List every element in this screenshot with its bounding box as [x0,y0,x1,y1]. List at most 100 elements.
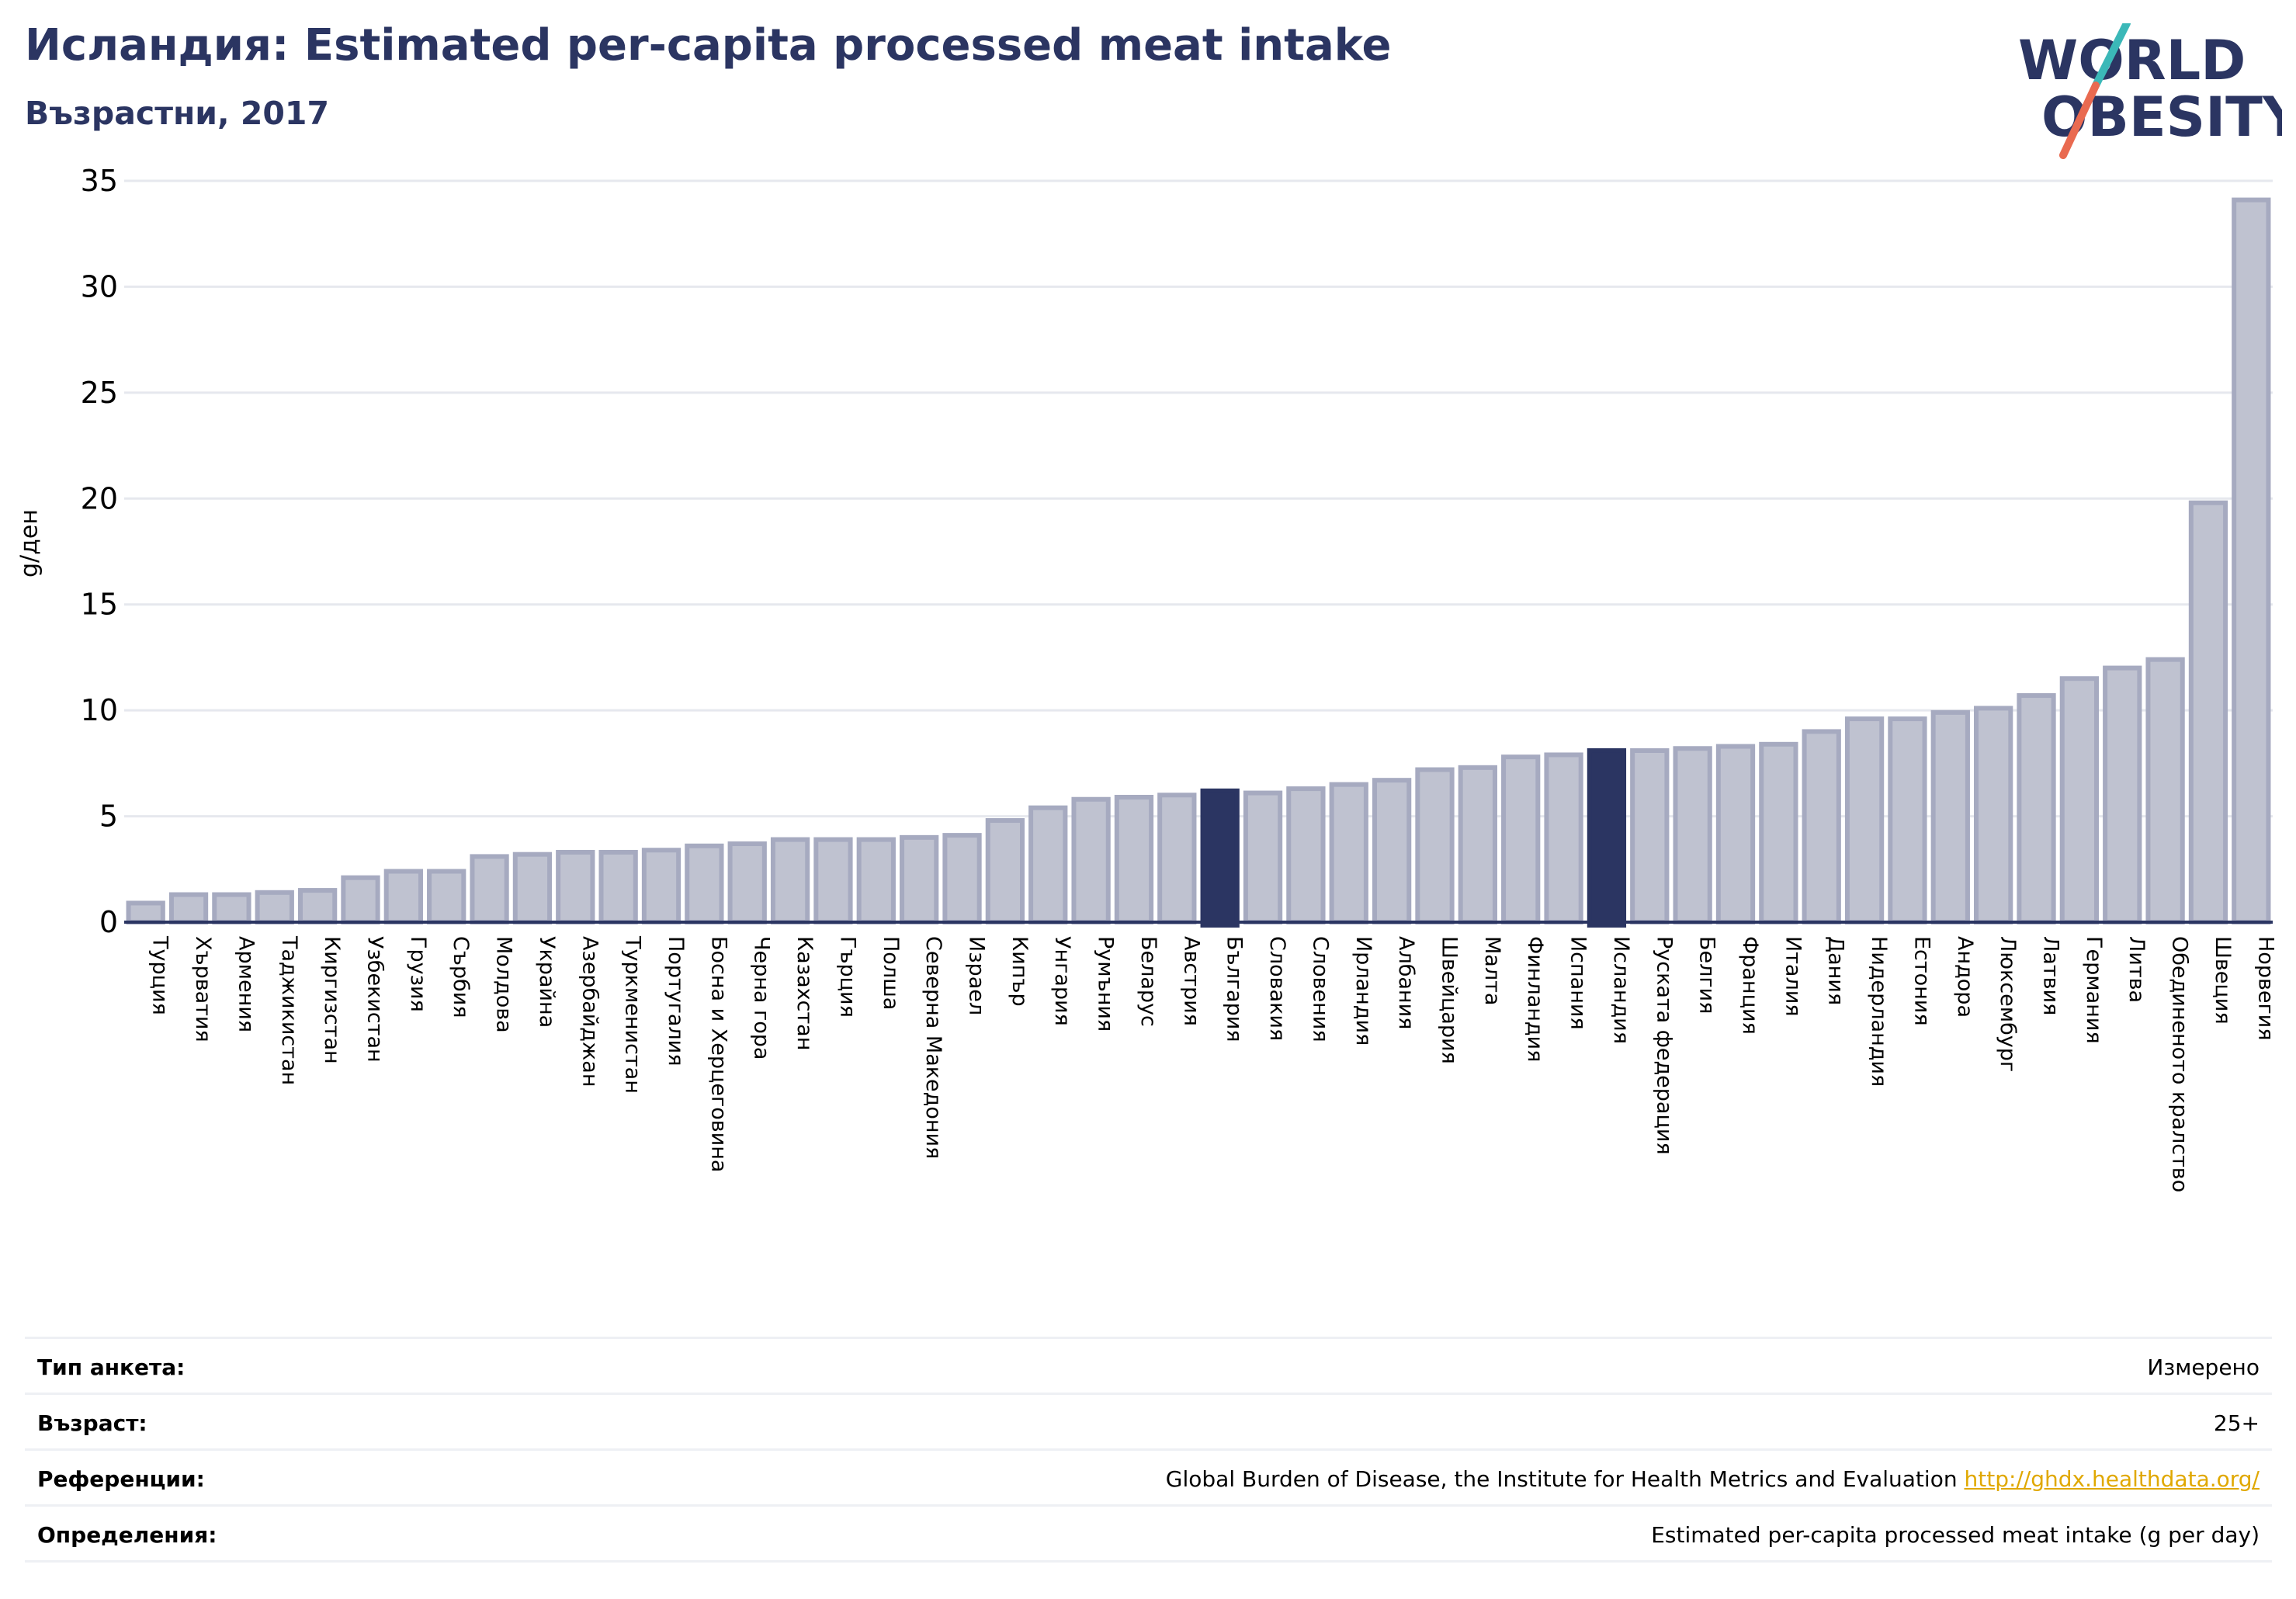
x-tick-label: Беларус [1136,936,1160,1027]
bar [556,849,595,925]
axes: 0 5 10 15 20 25 30 35 [81,164,2273,939]
bar [341,875,380,924]
x-tick-label: Полша [879,936,903,1010]
x-tick-label: Армения [234,936,258,1032]
references-label: Референции: [37,1466,205,1492]
bar [1028,805,1068,924]
x-tick-label: Нидерландия [1867,936,1891,1087]
y-tick-label: 25 [81,376,118,410]
world-obesity-logo: WORLD OBESITY [2018,23,2282,159]
x-tick-label: Румъния [1094,936,1118,1032]
category-labels: Турция Хърватия Армения Таджикистан Киргизст… [148,935,2278,1192]
x-tick-label: Туркменистан [621,935,645,1094]
x-tick-label: Кипър [1008,936,1032,1007]
bar [1888,716,1927,924]
x-tick-label: Норвегия [2253,936,2277,1040]
footer-row-references: Референции: Global Burden of Disease, th… [25,1448,2272,1505]
bar [1458,765,1497,924]
bar [1759,741,1798,924]
x-tick-label: Дания [1824,936,1848,1005]
x-tick-label: Литва [2124,936,2149,1003]
x-tick-label: Израел [965,936,989,1015]
bar [512,852,553,924]
x-tick-label: Молдова [492,936,516,1033]
bar [1114,795,1154,924]
bar [1715,744,1756,924]
bar [1630,747,1670,924]
y-tick-label: 30 [81,269,118,303]
bar [1544,752,1583,925]
bar [2103,665,2142,924]
x-tick-label: Испания [1566,936,1590,1030]
x-tick-label: Италия [1781,936,1805,1017]
bar [255,890,294,925]
x-tick-label: Германия [2082,936,2106,1044]
bar [813,837,853,924]
definitions-value: Estimated per-capita processed meat inta… [1651,1522,2260,1548]
bar [1974,706,2013,925]
y-tick-label: 15 [81,588,118,622]
references-text: Global Burden of Disease, the Institute … [1165,1466,1958,1492]
bar [1844,716,1885,924]
x-tick-label: Естония [1909,936,1934,1026]
bar [383,869,423,924]
references-value: Global Burden of Disease, the Institute … [1166,1466,2260,1492]
survey-type-label: Тип анкета: [37,1354,186,1380]
bar [1802,729,1841,925]
bar [470,854,509,925]
bar [1071,796,1111,924]
x-tick-label: Черна гора [750,936,774,1060]
x-tick-label: Унгария [1050,936,1074,1026]
definitions-label: Определения: [37,1522,217,1548]
y-tick-label: 5 [99,800,118,834]
y-tick-label: 20 [81,481,118,515]
bar [2232,197,2271,924]
bar [168,892,209,924]
x-tick-label: Швеция [2211,936,2235,1025]
footer-bottom-rule [25,1560,2272,1563]
y-tick-label: 0 [99,905,118,939]
bar [1930,709,1970,924]
bar [212,892,251,924]
bar [942,833,982,924]
bar [770,837,810,924]
bar [900,834,939,925]
survey-type-value: Измерено [2147,1354,2260,1380]
x-tick-label: Северна Македония [921,936,945,1159]
bar [1286,786,1326,924]
y-tick-label: 10 [81,693,118,727]
bar [2059,676,2100,924]
x-tick-label: Сърбия [449,936,473,1018]
x-tick-label: Ирландия [1351,936,1375,1046]
x-tick-label: Исландия [1609,936,1633,1044]
x-tick-label: Киргизстан [320,936,344,1064]
x-tick-label: Люксембург [1996,936,2020,1072]
x-tick-label: Украйна [535,936,559,1028]
bar [1501,754,1541,925]
x-tick-label: България [1223,936,1247,1042]
x-tick-label: Малта [1480,936,1504,1005]
footer-row-definitions: Определения: Estimated per-capita proces… [25,1504,2272,1561]
chart-title: Исландия: Estimated per-capita processed… [25,20,1392,71]
logo-slash-red [2059,82,2100,159]
x-tick-label: Руската федерация [1652,936,1676,1155]
references-link[interactable]: http://ghdx.healthdata.org/ [1964,1466,2260,1492]
x-tick-label: Гърция [835,936,859,1018]
logo-line-1: WORLD [2018,29,2246,92]
x-tick-label: Таджикистан [277,935,301,1085]
x-tick-label: Албания [1394,936,1418,1029]
bar [2017,693,2056,924]
x-tick-label: Турция [148,935,172,1015]
x-tick-label: Андора [1953,936,1977,1018]
x-tick-label: Словения [1308,936,1332,1042]
bar [297,888,338,924]
bar-highlight [1200,788,1240,928]
bar [685,843,724,925]
x-tick-label: Хърватия [191,936,215,1042]
age-value: 25+ [2213,1410,2260,1436]
footer-row-age: Възраст: 25+ [25,1393,2272,1449]
x-tick-label: Швейцария [1437,936,1461,1064]
x-tick-label: Обединеното кралство [2168,936,2192,1192]
bar [1157,793,1197,925]
bar [1329,782,1368,925]
